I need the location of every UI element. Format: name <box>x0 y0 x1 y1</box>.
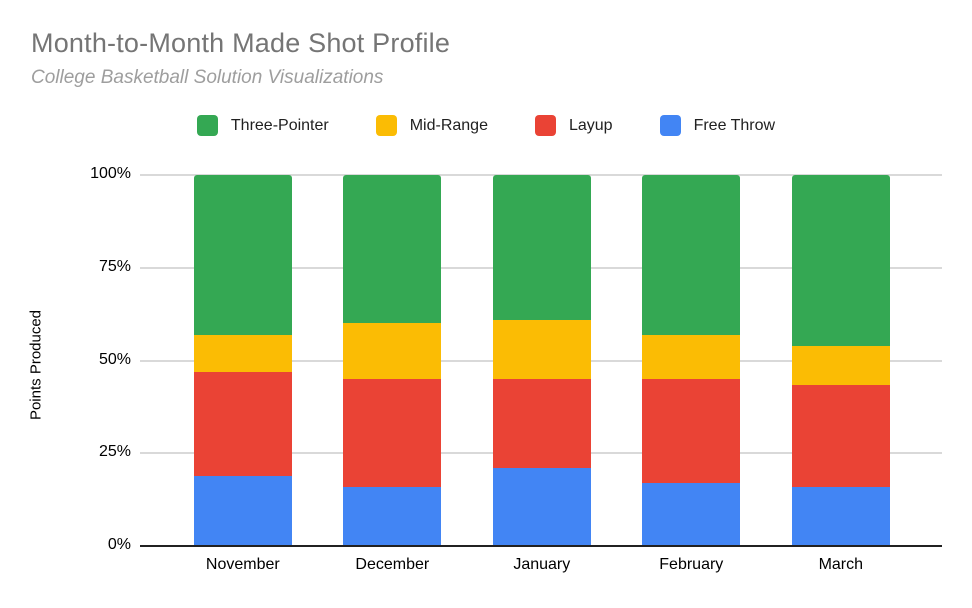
bar-segment-december-mid-range[interactable] <box>343 323 442 380</box>
chart-title: Month-to-Month Made Shot Profile <box>31 28 451 58</box>
bar-segment-march-three-pointer[interactable] <box>791 175 890 346</box>
legend-item-mid-range[interactable]: Mid-Range <box>375 115 488 136</box>
y-tick-label: 0% <box>107 536 131 553</box>
bar-segment-december-free-throw[interactable] <box>343 486 442 546</box>
legend-item-layup[interactable]: Layup <box>534 115 613 136</box>
bar-segment-january-free-throw[interactable] <box>492 468 591 546</box>
legend-label: Mid-Range <box>409 116 488 134</box>
y-tick-label: 100% <box>90 165 131 182</box>
bar-segment-february-three-pointer[interactable] <box>642 175 741 335</box>
x-tick-label-february: February <box>659 556 724 573</box>
legend-swatch-icon <box>196 115 218 136</box>
bar-segment-november-layup[interactable] <box>193 371 292 476</box>
legend-label: Three-Pointer <box>230 116 329 134</box>
bar-segment-november-mid-range[interactable] <box>193 334 292 372</box>
y-axis-title: Points Produced <box>27 309 45 421</box>
legend-label: Layup <box>568 116 613 134</box>
x-axis-baseline <box>140 545 942 547</box>
legend-label: Free Throw <box>693 116 776 134</box>
legend-swatch-icon <box>375 115 397 136</box>
bar-segment-january-layup[interactable] <box>492 379 591 469</box>
x-tick-label-november: November <box>205 556 280 573</box>
bar-segment-november-three-pointer[interactable] <box>193 175 292 335</box>
bar-segment-march-layup[interactable] <box>791 384 890 487</box>
legend-item-free-throw[interactable]: Free Throw <box>659 115 776 136</box>
bar-segment-december-three-pointer[interactable] <box>343 175 442 324</box>
x-tick-label-january: January <box>513 556 571 573</box>
bar-segment-february-mid-range[interactable] <box>642 334 741 380</box>
bar-segment-january-three-pointer[interactable] <box>492 175 591 320</box>
y-tick-label: 75% <box>98 257 131 275</box>
bar-segment-march-mid-range[interactable] <box>791 345 890 385</box>
bar-segment-march-free-throw[interactable] <box>791 486 890 546</box>
y-tick-label: 25% <box>98 443 131 461</box>
bar-segment-january-mid-range[interactable] <box>492 319 591 380</box>
x-tick-label-december: December <box>355 556 430 573</box>
bar-segment-february-free-throw[interactable] <box>642 482 741 546</box>
bar-segment-february-layup[interactable] <box>642 379 741 483</box>
legend-swatch-icon <box>659 115 681 136</box>
y-tick-label: 50% <box>98 350 131 368</box>
bar-segment-december-layup[interactable] <box>343 379 442 487</box>
chart-subtitle: College Basketball Solution Visualizatio… <box>31 67 384 88</box>
bar-segment-november-free-throw[interactable] <box>193 475 292 546</box>
legend-swatch-icon <box>534 115 556 136</box>
legend-item-three-pointer[interactable]: Three-Pointer <box>196 115 329 136</box>
x-tick-label-march: March <box>818 556 864 573</box>
legend: Three-Pointer Mid-Range Layup Free Throw <box>0 115 972 136</box>
